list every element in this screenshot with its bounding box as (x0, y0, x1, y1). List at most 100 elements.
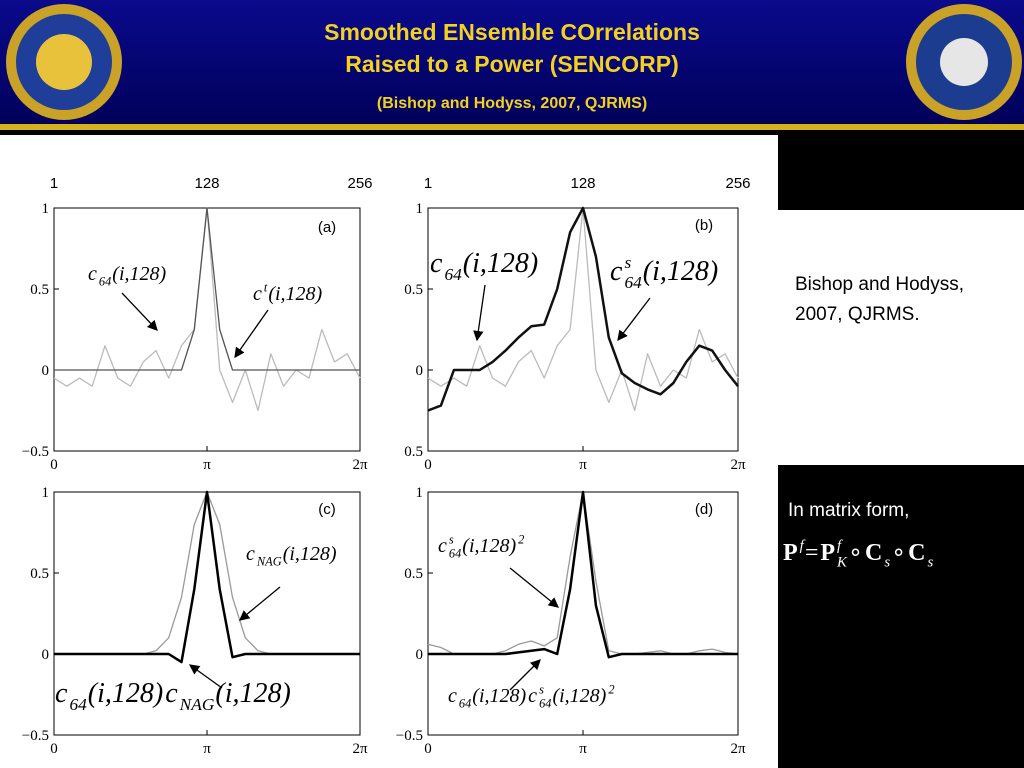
math-part: (i,128) (462, 535, 516, 557)
y-tick-label: 1 (42, 485, 50, 501)
math-part: 2 (608, 683, 614, 697)
y-tick-label: 0.5 (404, 282, 423, 298)
y-tick-label: −0.5 (22, 728, 49, 744)
arrow (238, 586, 281, 621)
matrix-intro: In matrix form, (788, 500, 909, 521)
plot-area (53, 207, 361, 452)
x-tick-label: π (203, 741, 211, 757)
math-part: f (800, 538, 806, 554)
math-part: (i,128) (268, 283, 322, 305)
curve (54, 207, 360, 371)
panel-label: (b) (695, 217, 713, 234)
arrow (121, 292, 158, 331)
math-part: s (928, 555, 934, 571)
math-part: c (448, 685, 457, 707)
math-part: c (438, 535, 447, 557)
plot-area (427, 207, 739, 452)
math-part: NAG (179, 695, 215, 714)
math-part: t (264, 281, 268, 295)
math-part: (i,128) (112, 263, 166, 285)
y-tick-label: 0 (42, 363, 50, 379)
math-part: (i,128) (472, 685, 526, 707)
math-part: (i,128) (215, 678, 290, 709)
math-part: 2 (518, 533, 524, 547)
arrow (509, 659, 541, 691)
arrow (188, 664, 223, 689)
subtitle: (Bishop and Hodyss, 2007, QJRMS) (377, 95, 647, 112)
math-part: f (837, 538, 843, 554)
math-part: c (610, 256, 623, 287)
x-tick-label: π (579, 457, 587, 473)
y-tick-label: 0.5 (404, 444, 423, 460)
x-tick-label: 0 (50, 457, 58, 473)
citation-panel (778, 210, 1024, 465)
citation: Bishop and Hodyss, (795, 274, 964, 295)
math-part: P (783, 540, 798, 566)
math-part: 64 (99, 275, 111, 289)
math-part: (i,128) (283, 543, 337, 565)
x2-tick-label: 256 (725, 175, 750, 192)
math-part: ∘ (848, 540, 863, 566)
x-tick-label: π (203, 457, 211, 473)
x2-tick-label: 1 (50, 175, 58, 192)
math-part: 64 (444, 265, 462, 284)
citation: 2007, QJRMS. (795, 304, 920, 325)
plots: −0.500.510 π 2π1 128 256(a)0.500.510 π 2π1 128 2… (22, 175, 751, 757)
math-part: (i,128) (552, 685, 606, 707)
y-tick-label: 1 (416, 485, 424, 501)
math-part: s (539, 683, 544, 697)
x-tick-label: 2π (730, 457, 746, 473)
math-part: s (884, 555, 890, 571)
panel-label: (d) (695, 501, 713, 518)
x-tick-label: 2π (352, 741, 368, 757)
y-tick-label: 0.5 (30, 566, 49, 582)
math-part: c (88, 263, 97, 285)
x2-tick-label: 128 (571, 175, 596, 192)
panel-label: (a) (318, 219, 336, 236)
y-tick-label: −0.5 (22, 444, 49, 460)
panel-label: (c) (318, 501, 336, 518)
math-part: = (805, 540, 819, 566)
x-tick-label: 0 (50, 741, 58, 757)
math-part: s (624, 253, 631, 272)
math-part: c (253, 283, 262, 305)
title-line: Smoothed ENsemble COrrelations (324, 19, 700, 45)
math-part: (i,128) (643, 256, 718, 287)
math-part: c (430, 248, 443, 279)
curve (428, 490, 738, 659)
y-tick-label: 0 (416, 363, 424, 379)
math-part: (i,128) (463, 248, 538, 279)
math-part: 64 (459, 697, 471, 711)
y-tick-label: 0.5 (30, 282, 49, 298)
math-part: c (55, 678, 68, 709)
math-part: s (449, 533, 454, 547)
title-line: Raised to a Power (SENCORP) (345, 51, 679, 77)
math-part: c (528, 685, 537, 707)
arrow (473, 284, 486, 342)
math-part: P (820, 540, 835, 566)
math-part: 64 (539, 697, 551, 711)
math-part: ∘ (891, 540, 906, 566)
x-tick-label: 0 (424, 457, 432, 473)
x2-tick-label: 256 (347, 175, 372, 192)
header-bar (0, 0, 1024, 124)
x-tick-label: 2π (352, 457, 368, 473)
x-tick-label: 0 (424, 741, 432, 757)
math-part: K (836, 555, 848, 571)
logo-left (6, 4, 122, 120)
y-tick-label: −0.5 (396, 728, 423, 744)
arrow (509, 567, 560, 608)
math-part: (i,128) (88, 678, 163, 709)
curve (427, 206, 739, 412)
plot-area (53, 491, 361, 736)
math-part: c (246, 543, 255, 565)
math-part: C (908, 540, 925, 566)
curve (54, 490, 360, 664)
math-part: 64 (624, 273, 642, 292)
math-part: NAG (256, 555, 282, 569)
arrow (234, 309, 269, 359)
y-tick-label: 0 (416, 647, 424, 663)
y-tick-label: 0.5 (404, 566, 423, 582)
math-part: c (165, 678, 178, 709)
